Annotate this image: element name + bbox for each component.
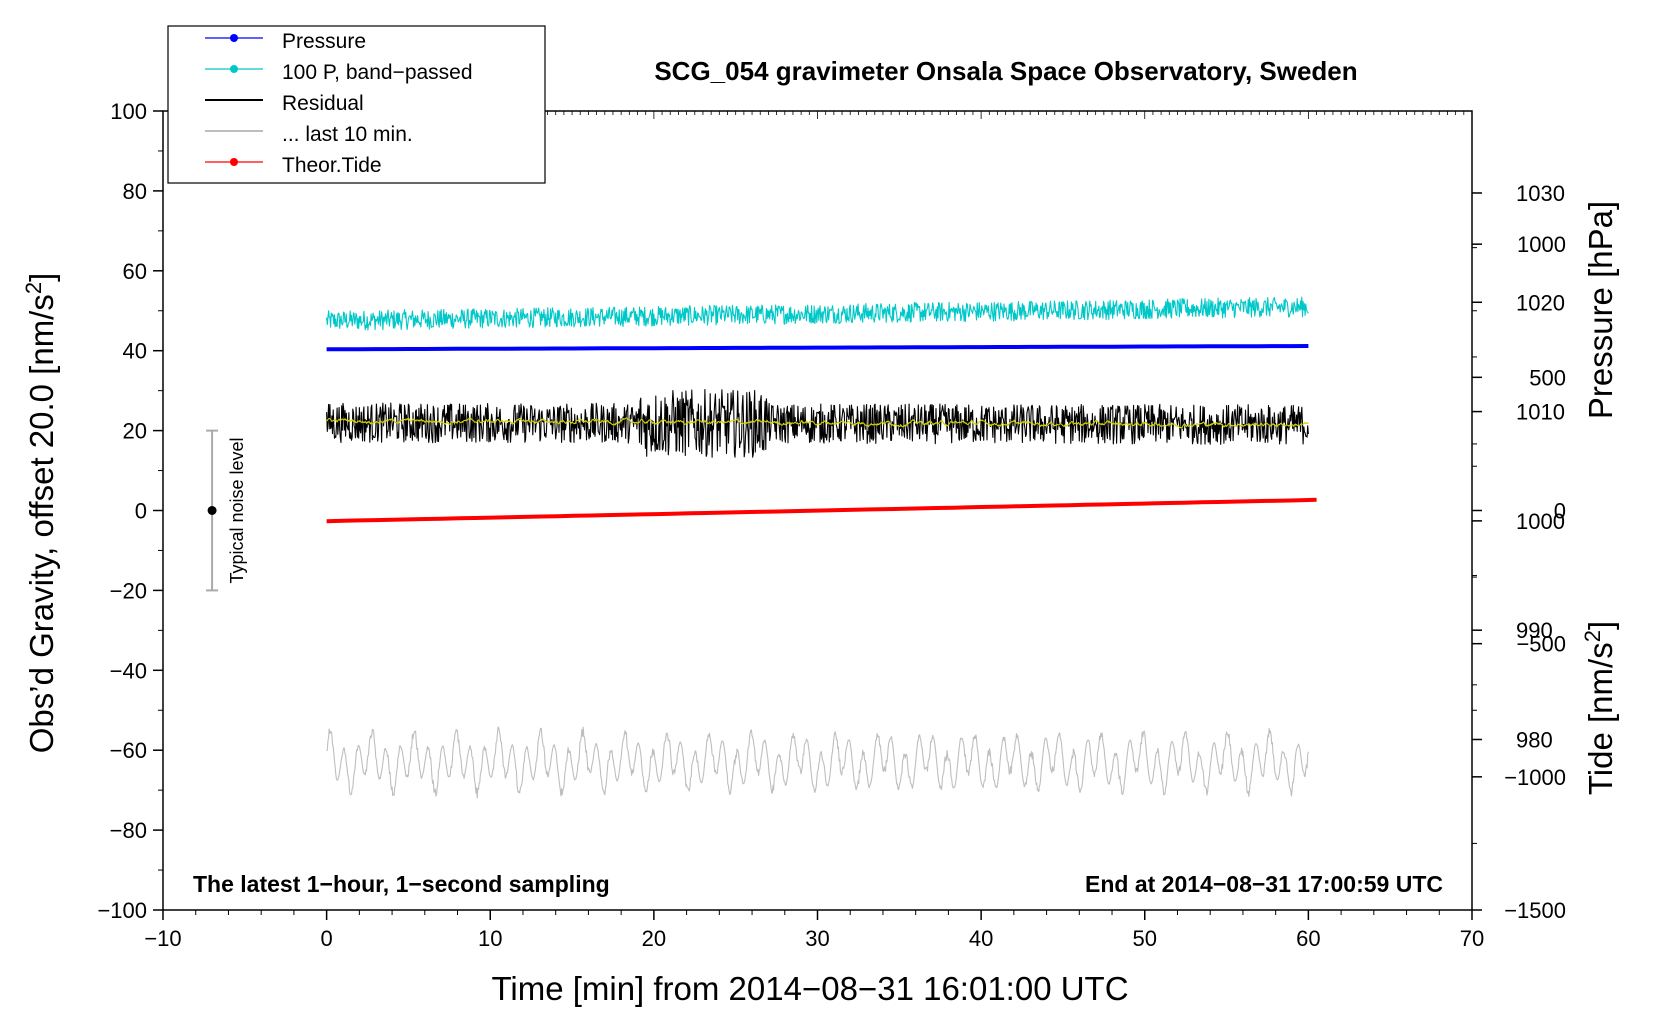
x-tick-label: −10 (144, 926, 181, 951)
x-tick-label: 30 (805, 926, 829, 951)
tide-tick-label: −500 (1516, 632, 1566, 657)
x-tick-label: 20 (642, 926, 666, 951)
x-tick-label: 70 (1460, 926, 1484, 951)
legend-marker-pressure-bandpassed (230, 65, 238, 73)
legend-label-last-10-min: ... last 10 min. (282, 123, 413, 146)
y-axis-pressure: 980 990 1000 1010 1020 1030 (1472, 181, 1565, 752)
pressure-tick-label: 1030 (1516, 181, 1565, 206)
typical-noise-bar: Typical noise level (206, 429, 247, 592)
footer-left-note: The latest 1−hour, 1−second sampling (193, 871, 610, 897)
legend-label-theoretical-tide: Theor.Tide (282, 154, 382, 177)
x-axis-label: Time [min] from 2014−08−31 16:01:00 UTC (491, 970, 1128, 1007)
legend-box (167, 25, 546, 184)
y-tick-label: 80 (123, 179, 147, 204)
y-axis-left-label-superscript: 2 (21, 282, 46, 294)
pressure-tick-label: 1020 (1516, 290, 1565, 315)
y-axis-tide: −1500 −1000 −500 0 500 1000 (1472, 232, 1566, 923)
y-tick-label: 0 (135, 499, 147, 524)
legend-marker-theoretical-tide (230, 158, 238, 166)
series-line-residual (326, 389, 1309, 458)
y-axis-tide-label-bracket: ] (1582, 621, 1619, 630)
tide-tick-label: −1000 (1504, 765, 1566, 790)
tide-tick-label: 0 (1554, 499, 1566, 524)
tide-tick-label: −1500 (1504, 898, 1566, 923)
series-line-theor-tide (326, 497, 1317, 524)
chart-title: SCG_054 gravimeter Onsala Space Observat… (654, 56, 1357, 86)
y-tick-label: 60 (123, 259, 147, 284)
y-axis-left: −100 −80 −60 −40 −20 0 20 40 60 80 100 (97, 99, 163, 923)
y-tick-label: 40 (123, 339, 147, 364)
y-tick-label: 20 (123, 419, 147, 444)
legend-label-residual: Residual (282, 92, 364, 115)
pressure-tick-label: 1000 (1516, 509, 1565, 534)
x-tick-label: 50 (1133, 926, 1157, 951)
y-tick-label: −20 (110, 578, 147, 603)
footer-right-note: End at 2014−08−31 17:00:59 UTC (1085, 871, 1443, 897)
y-tick-label: −60 (110, 738, 147, 763)
y-tick-label: −40 (110, 658, 147, 683)
tide-tick-label: 1000 (1517, 232, 1566, 257)
y-tick-label: 100 (110, 99, 147, 124)
legend: Pressure 100 P, band−passed Residual ...… (167, 25, 546, 184)
y-axis-left-label: Obs’d Gravity, offset 20.0 [nm/s2] (21, 273, 60, 754)
x-tick-label: 60 (1296, 926, 1320, 951)
pressure-tick-label: 1010 (1516, 400, 1565, 425)
noise-bar-center-dot (207, 506, 217, 515)
legend-marker-pressure (230, 34, 238, 42)
y-tick-label: −100 (97, 898, 147, 923)
y-axis-tide-label-superscript: 2 (1580, 630, 1605, 642)
series-line-pressure (326, 344, 1309, 352)
tide-tick-label: 500 (1529, 365, 1566, 390)
series-line-100-p-band-passed (326, 296, 1309, 331)
x-tick-label: 0 (321, 926, 333, 951)
x-axis: −10 0 10 20 30 40 50 60 70 (144, 111, 1484, 951)
y-axis-tide-label: Tide [nm/s2] (1580, 621, 1619, 795)
pressure-tick-label: 980 (1516, 727, 1553, 752)
y-axis-tide-label-text: Tide [nm/s (1582, 642, 1619, 795)
x-tick-label: 40 (969, 926, 993, 951)
pressure-tick-label: 990 (1516, 618, 1553, 643)
plot-lines (326, 296, 1317, 799)
legend-label-pressure-bandpassed: 100 P, band−passed (282, 61, 473, 84)
y-axis-pressure-label: Pressure [hPa] (1582, 201, 1619, 419)
series-line-residual-smoothed (326, 417, 1309, 429)
noise-bar-label: Typical noise level (227, 437, 247, 583)
series-line-last-10-min (326, 726, 1309, 799)
y-axis-left-label-text: Obs’d Gravity, offset 20.0 [nm/s (23, 294, 60, 753)
legend-label-pressure: Pressure (282, 30, 366, 53)
y-tick-label: −80 (110, 818, 147, 843)
x-tick-label: 10 (478, 926, 502, 951)
y-axis-left-label-bracket: ] (23, 273, 60, 282)
